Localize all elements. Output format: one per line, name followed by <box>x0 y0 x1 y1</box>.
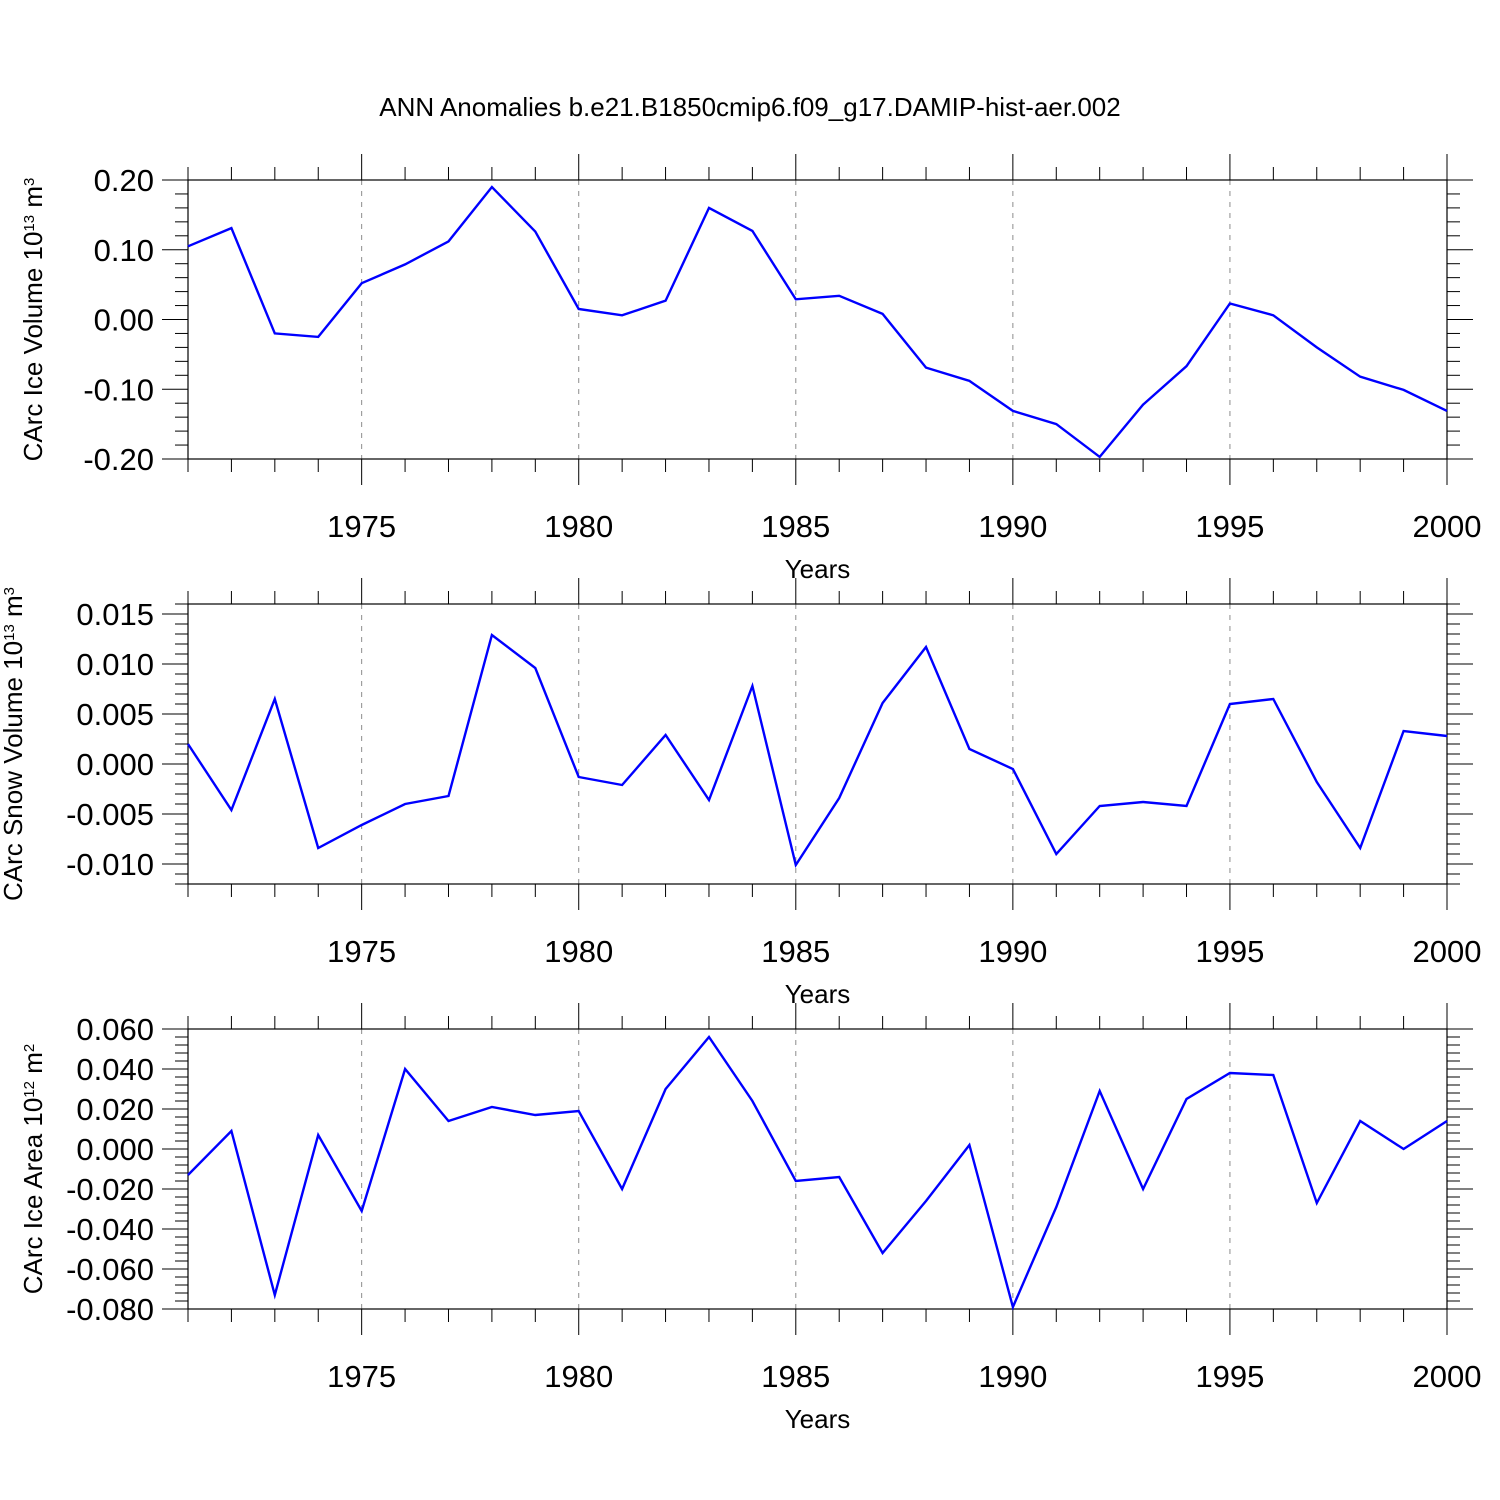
y-tick-label: 0.005 <box>76 697 154 732</box>
x-tick-label: 1975 <box>327 934 396 969</box>
y-axis-label-part: 13 <box>21 215 38 232</box>
y-axis-label-part: CArc Ice Volume 10 <box>18 232 48 462</box>
chart-panels: 1975 1980 1985 1990 1995 2000 0.20 0.10 0.00 -0.1… <box>0 154 1481 1434</box>
y-axis-label-part: 12 <box>21 1081 38 1098</box>
y-tick-label: 0.020 <box>76 1092 154 1127</box>
y-axis-label-part: 13 <box>1 624 18 641</box>
series-line <box>187 1035 1448 1311</box>
x-tick-label: 1985 <box>761 509 830 544</box>
x-tick-label: 1990 <box>978 1359 1047 1394</box>
y-tick-label: -0.060 <box>66 1252 154 1287</box>
y-tick-label: 0.015 <box>76 597 154 632</box>
y-tick-label: 0.000 <box>76 1132 154 1167</box>
plot-frame <box>187 179 1448 460</box>
y-tick-label: 0.20 <box>94 163 154 198</box>
y-tick-label: 0.00 <box>94 303 154 338</box>
chart-panel-2: 1975 1980 1985 1990 1995 2000 0.015 0.010 0.005 0… <box>0 578 1481 1009</box>
y-axis-label-part: m <box>18 1052 48 1081</box>
y-tick-label: -0.20 <box>83 442 154 477</box>
x-tick-label: 1980 <box>544 509 613 544</box>
y-tick-label: -0.10 <box>83 372 154 407</box>
y-axis-label-part: 3 <box>21 178 38 186</box>
x-axis-label: Years <box>785 979 851 1009</box>
y-tick-label: -0.080 <box>66 1292 154 1327</box>
plot-frame <box>187 1028 1448 1310</box>
x-tick-label: 1990 <box>978 509 1047 544</box>
x-axis-label: Years <box>785 1404 851 1434</box>
y-axis-label: CArc Snow Volume 1013 m3 <box>0 587 28 901</box>
y-tick-label: -0.005 <box>66 797 154 832</box>
series-line <box>186 632 1448 868</box>
chart-panel-3: 1975 1980 1985 1990 1995 2000 0.060 0.040 0.020 0… <box>18 1003 1481 1434</box>
x-tick-label: 1995 <box>1195 934 1264 969</box>
y-axis-label-part: m <box>0 595 28 624</box>
y-tick-label: 0.010 <box>76 647 154 682</box>
chart-panel-1: 1975 1980 1985 1990 1995 2000 0.20 0.10 0.00 -0.1… <box>18 154 1481 584</box>
x-tick-label: 1975 <box>327 1359 396 1394</box>
x-tick-label: 1980 <box>544 1359 613 1394</box>
y-axis-label-part: 2 <box>21 1044 38 1052</box>
x-tick-label: 1975 <box>327 509 396 544</box>
y-tick-label: -0.020 <box>66 1172 154 1207</box>
x-tick-label: 2000 <box>1413 934 1482 969</box>
x-axis-label: Years <box>785 554 851 584</box>
plot-frame <box>187 603 1448 885</box>
x-tick-label: 1990 <box>978 934 1047 969</box>
x-tick-label: 1985 <box>761 1359 830 1394</box>
y-tick-label: 0.10 <box>94 233 154 268</box>
x-tick-label: 2000 <box>1413 509 1482 544</box>
x-tick-label: 2000 <box>1413 1359 1482 1394</box>
x-tick-label: 1995 <box>1195 509 1264 544</box>
y-axis-label-part: CArc Snow Volume 10 <box>0 641 28 901</box>
y-axis-label-part: m <box>18 186 48 215</box>
x-tick-label: 1980 <box>544 934 613 969</box>
y-tick-label: 0.000 <box>76 747 154 782</box>
y-tick-label: 0.040 <box>76 1052 154 1087</box>
y-axis-label-part: 3 <box>1 587 18 595</box>
series-line <box>187 185 1448 459</box>
x-tick-label: 1995 <box>1195 1359 1264 1394</box>
y-tick-label: 0.060 <box>76 1012 154 1047</box>
y-tick-label: -0.040 <box>66 1212 154 1247</box>
y-axis-label: CArc Ice Volume 1013 m3 <box>18 178 48 462</box>
x-tick-label: 1985 <box>761 934 830 969</box>
y-axis-label-part: CArc Ice Area 10 <box>18 1098 48 1295</box>
y-tick-label: -0.010 <box>66 847 154 882</box>
figure-title: ANN Anomalies b.e21.B1850cmip6.f09_g17.D… <box>379 92 1120 122</box>
y-axis-label: CArc Ice Area 1012 m2 <box>18 1044 48 1294</box>
